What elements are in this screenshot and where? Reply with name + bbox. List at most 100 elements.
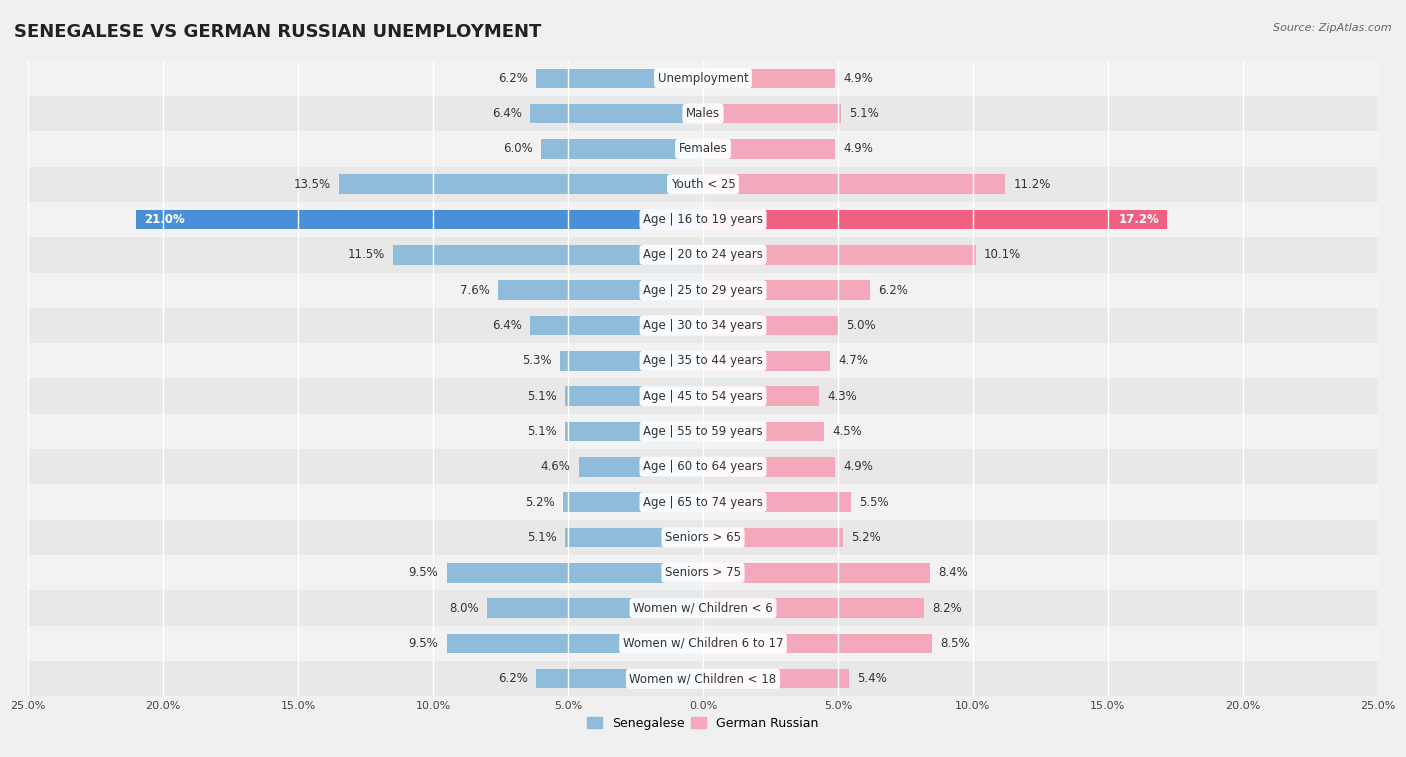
- Bar: [703, 316, 838, 335]
- Text: 4.9%: 4.9%: [844, 460, 873, 473]
- Bar: [703, 104, 841, 123]
- Bar: [703, 139, 835, 158]
- Text: 4.5%: 4.5%: [832, 425, 862, 438]
- Text: 11.2%: 11.2%: [1014, 178, 1050, 191]
- Text: 5.2%: 5.2%: [524, 496, 554, 509]
- Bar: [28, 590, 1378, 626]
- Bar: [703, 210, 1167, 229]
- Bar: [562, 492, 703, 512]
- Bar: [536, 68, 703, 88]
- Bar: [447, 634, 703, 653]
- Text: 5.3%: 5.3%: [522, 354, 551, 367]
- Text: Unemployment: Unemployment: [658, 72, 748, 85]
- Bar: [565, 386, 703, 406]
- Text: 5.5%: 5.5%: [859, 496, 889, 509]
- Text: 6.4%: 6.4%: [492, 319, 522, 332]
- Text: SENEGALESE VS GERMAN RUSSIAN UNEMPLOYMENT: SENEGALESE VS GERMAN RUSSIAN UNEMPLOYMEN…: [14, 23, 541, 41]
- Text: Age | 30 to 34 years: Age | 30 to 34 years: [643, 319, 763, 332]
- Text: 5.2%: 5.2%: [852, 531, 882, 544]
- Bar: [28, 167, 1378, 202]
- Text: Age | 20 to 24 years: Age | 20 to 24 years: [643, 248, 763, 261]
- Bar: [579, 457, 703, 477]
- Text: Age | 60 to 64 years: Age | 60 to 64 years: [643, 460, 763, 473]
- Bar: [486, 598, 703, 618]
- Bar: [28, 661, 1378, 696]
- Bar: [28, 202, 1378, 237]
- Text: 6.0%: 6.0%: [503, 142, 533, 155]
- Text: 17.2%: 17.2%: [1118, 213, 1159, 226]
- Text: Women w/ Children 6 to 17: Women w/ Children 6 to 17: [623, 637, 783, 650]
- Bar: [28, 378, 1378, 414]
- Text: 4.3%: 4.3%: [827, 390, 856, 403]
- Text: Age | 55 to 59 years: Age | 55 to 59 years: [643, 425, 763, 438]
- Bar: [560, 351, 703, 370]
- Text: 8.0%: 8.0%: [450, 602, 479, 615]
- Text: 6.2%: 6.2%: [879, 284, 908, 297]
- Bar: [703, 351, 830, 370]
- Text: 8.5%: 8.5%: [941, 637, 970, 650]
- Bar: [339, 174, 703, 194]
- Text: 7.6%: 7.6%: [460, 284, 489, 297]
- Bar: [703, 174, 1005, 194]
- Bar: [703, 422, 824, 441]
- Bar: [447, 563, 703, 582]
- Bar: [28, 414, 1378, 449]
- Bar: [703, 528, 844, 547]
- Bar: [565, 528, 703, 547]
- Bar: [28, 131, 1378, 167]
- Bar: [392, 245, 703, 264]
- Text: Age | 16 to 19 years: Age | 16 to 19 years: [643, 213, 763, 226]
- Bar: [703, 68, 835, 88]
- Text: 8.2%: 8.2%: [932, 602, 962, 615]
- Text: Females: Females: [679, 142, 727, 155]
- Text: 5.1%: 5.1%: [527, 531, 557, 544]
- Bar: [703, 669, 849, 689]
- Bar: [703, 634, 932, 653]
- Text: 6.2%: 6.2%: [498, 672, 527, 685]
- Bar: [541, 139, 703, 158]
- Bar: [703, 457, 835, 477]
- Bar: [28, 308, 1378, 343]
- Text: 11.5%: 11.5%: [347, 248, 384, 261]
- Text: Age | 65 to 74 years: Age | 65 to 74 years: [643, 496, 763, 509]
- Text: 5.0%: 5.0%: [846, 319, 876, 332]
- Text: 4.9%: 4.9%: [844, 72, 873, 85]
- Bar: [28, 273, 1378, 308]
- Bar: [28, 61, 1378, 96]
- Bar: [28, 96, 1378, 131]
- Text: 8.4%: 8.4%: [938, 566, 967, 579]
- Bar: [28, 520, 1378, 555]
- Text: 5.1%: 5.1%: [527, 425, 557, 438]
- Bar: [28, 626, 1378, 661]
- Text: 5.4%: 5.4%: [856, 672, 887, 685]
- Bar: [530, 104, 703, 123]
- Text: 6.2%: 6.2%: [498, 72, 527, 85]
- Text: Source: ZipAtlas.com: Source: ZipAtlas.com: [1274, 23, 1392, 33]
- Bar: [136, 210, 703, 229]
- Bar: [703, 386, 820, 406]
- Bar: [28, 484, 1378, 520]
- Bar: [28, 555, 1378, 590]
- Text: Age | 45 to 54 years: Age | 45 to 54 years: [643, 390, 763, 403]
- Text: 4.6%: 4.6%: [541, 460, 571, 473]
- Text: 5.1%: 5.1%: [527, 390, 557, 403]
- Bar: [530, 316, 703, 335]
- Bar: [703, 492, 852, 512]
- Text: 21.0%: 21.0%: [145, 213, 186, 226]
- Text: 10.1%: 10.1%: [984, 248, 1021, 261]
- Bar: [565, 422, 703, 441]
- Text: Males: Males: [686, 107, 720, 120]
- Bar: [703, 598, 924, 618]
- Text: 6.4%: 6.4%: [492, 107, 522, 120]
- Text: Seniors > 75: Seniors > 75: [665, 566, 741, 579]
- Legend: Senegalese, German Russian: Senegalese, German Russian: [582, 712, 824, 735]
- Text: Seniors > 65: Seniors > 65: [665, 531, 741, 544]
- Text: Youth < 25: Youth < 25: [671, 178, 735, 191]
- Bar: [703, 245, 976, 264]
- Text: 5.1%: 5.1%: [849, 107, 879, 120]
- Bar: [703, 280, 870, 300]
- Text: 4.9%: 4.9%: [844, 142, 873, 155]
- Text: Age | 35 to 44 years: Age | 35 to 44 years: [643, 354, 763, 367]
- Bar: [28, 449, 1378, 484]
- Bar: [28, 343, 1378, 378]
